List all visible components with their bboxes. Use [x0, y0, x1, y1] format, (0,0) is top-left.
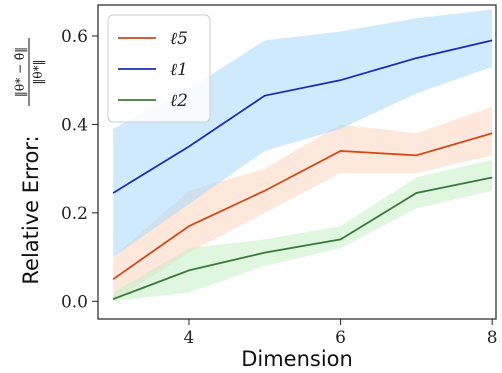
y-axis-title: Relative Error: ‖θ* − θ̂‖ ‖θ*‖ — [13, 38, 45, 285]
y-tick-label: 0.6 — [61, 27, 88, 47]
legend-label: ℓ1 — [170, 60, 188, 80]
y-axis: 0.0 0.2 0.4 0.6 — [61, 27, 98, 312]
x-tick-label: 6 — [335, 328, 346, 348]
x-tick-label: 4 — [184, 328, 195, 348]
series-line — [112, 132, 493, 280]
x-axis-title: Dimension — [241, 347, 353, 371]
legend-box — [107, 14, 211, 123]
series-lines — [112, 39, 493, 300]
y-axis-fraction-numerator: ‖θ* − θ̂‖ — [13, 47, 27, 97]
y-axis-label: Relative Error: — [19, 135, 43, 284]
y-tick-label: 0.4 — [61, 115, 88, 135]
series-line — [112, 176, 493, 300]
legend: ℓ5 ℓ1 ℓ2 — [107, 14, 211, 123]
legend-label: ℓ2 — [170, 91, 188, 111]
y-tick-label: 0.0 — [61, 292, 88, 312]
legend-label: ℓ5 — [170, 29, 188, 49]
series-line — [112, 39, 493, 194]
confidence-band — [113, 9, 493, 258]
x-axis: 4 6 8 — [184, 319, 498, 348]
y-tick-label: 0.2 — [61, 204, 88, 224]
confidence-band — [113, 106, 493, 302]
y-axis-fraction-denominator: ‖θ*‖ — [31, 59, 45, 84]
x-tick-label: 8 — [487, 328, 498, 348]
plot-frame — [97, 4, 497, 320]
